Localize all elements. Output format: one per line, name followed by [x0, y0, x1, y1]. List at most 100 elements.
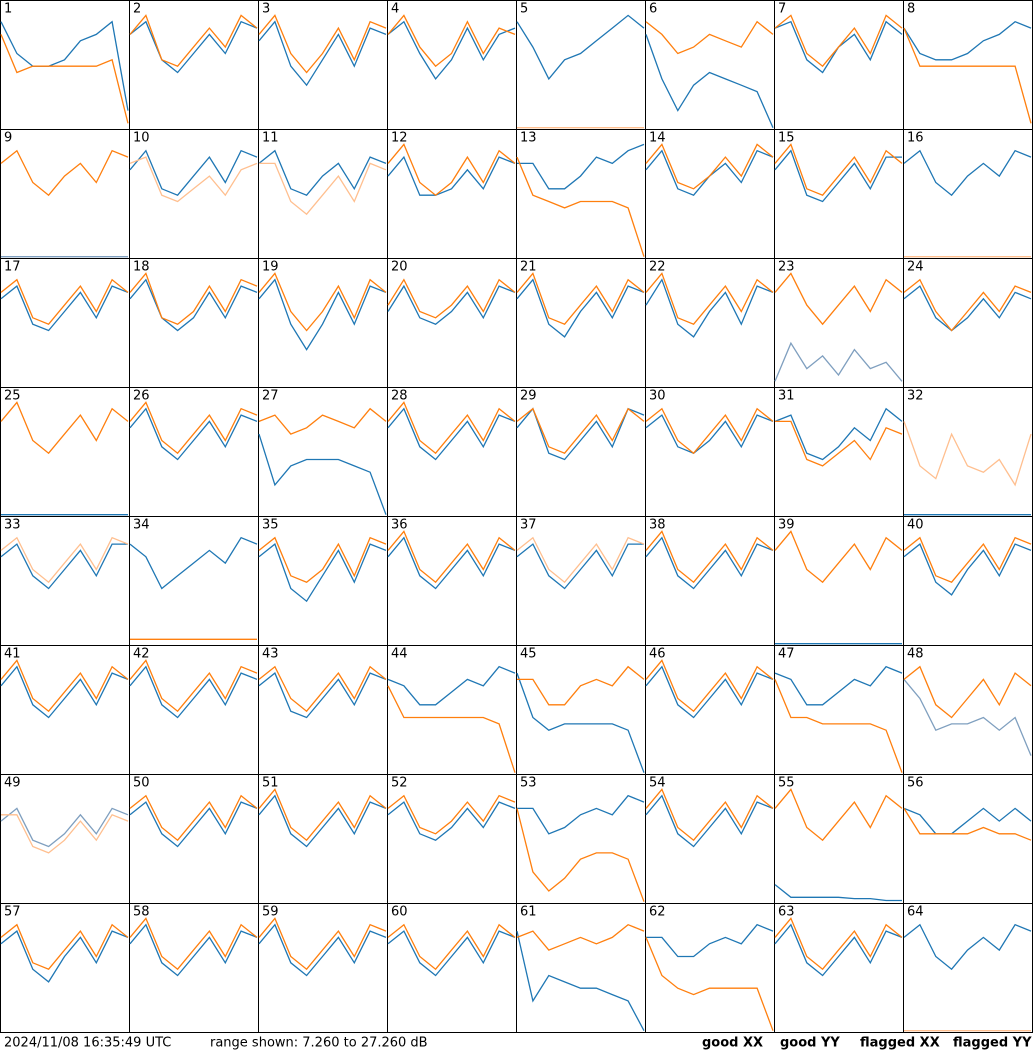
xx-trace	[903, 678, 1032, 756]
yy-trace	[258, 665, 387, 713]
timestamp: 2024/11/08 16:35:49 UTC	[4, 1036, 171, 1051]
xx-trace	[0, 285, 129, 332]
panel-label: 13	[520, 131, 537, 146]
xx-trace	[903, 149, 1032, 197]
panel-label: 42	[133, 647, 150, 662]
yy-trace	[903, 278, 1032, 332]
yy-trace	[517, 665, 645, 706]
yy-trace	[258, 272, 387, 332]
yy-trace	[645, 143, 774, 190]
panel-label: 20	[391, 260, 408, 275]
xx-trace	[0, 543, 128, 590]
yy-trace	[0, 536, 129, 584]
yy-trace	[0, 923, 129, 970]
xx-trace	[0, 930, 129, 983]
xx-trace	[387, 155, 516, 196]
panel-label: 39	[778, 518, 795, 533]
yy-trace	[774, 272, 903, 326]
panel-label: 62	[649, 905, 666, 920]
yy-trace	[387, 278, 516, 319]
yy-trace	[516, 272, 645, 325]
yy-trace	[387, 923, 516, 971]
yy-trace	[516, 808, 645, 902]
xx-trace	[517, 794, 645, 835]
xx-trace	[0, 665, 129, 719]
yy-trace	[516, 407, 645, 454]
xx-trace	[0, 807, 129, 848]
panel-label: 47	[778, 647, 795, 662]
xx-trace	[516, 278, 645, 338]
panel-label: 21	[520, 260, 537, 275]
yy-trace	[0, 401, 129, 455]
legend-entry: flagged XX	[860, 1036, 940, 1051]
panel-label: 40	[907, 518, 924, 533]
panel-label: 33	[4, 518, 21, 533]
xx-trace	[129, 149, 258, 196]
panel-label: 38	[649, 518, 666, 533]
panel-label: 31	[778, 389, 795, 404]
xx-trace	[387, 665, 516, 706]
xx-trace	[258, 672, 387, 719]
xx-trace	[516, 930, 645, 1032]
panel-label: 22	[649, 260, 666, 275]
panel-label: 16	[907, 131, 924, 146]
panel-label: 25	[4, 389, 21, 404]
yy-trace	[258, 14, 387, 74]
panel-label: 14	[649, 131, 666, 146]
panel-label: 52	[391, 776, 408, 791]
yy-trace	[387, 14, 516, 68]
yy-trace	[903, 27, 1032, 124]
yy-trace	[516, 923, 645, 951]
yy-trace	[387, 794, 516, 835]
xx-trace	[387, 20, 516, 81]
xx-trace	[0, 20, 129, 111]
xx-trace	[258, 433, 387, 515]
xx-trace	[646, 923, 774, 958]
xx-trace	[645, 34, 774, 128]
panel-label: 12	[391, 131, 408, 146]
yy-trace	[903, 536, 1032, 583]
yy-trace	[129, 272, 258, 325]
xx-trace	[258, 543, 387, 603]
xx-trace	[129, 801, 258, 848]
yy-trace	[516, 156, 645, 257]
xx-trace	[129, 20, 258, 74]
panel-label: 27	[262, 389, 279, 404]
yy-trace	[774, 788, 903, 842]
yy-trace	[129, 14, 258, 67]
yy-trace	[387, 530, 516, 584]
panel-label: 5	[520, 2, 528, 17]
panel-label: 48	[907, 647, 924, 662]
yy-trace	[645, 272, 774, 325]
panel-label: 18	[133, 260, 150, 275]
panel-label: 36	[391, 518, 408, 533]
panel-label: 51	[262, 776, 279, 791]
yy-trace	[774, 530, 903, 584]
panel-label: 23	[778, 260, 795, 275]
yy-trace	[0, 278, 129, 325]
xx-trace	[645, 794, 774, 848]
xx-trace	[774, 665, 903, 706]
panel-label: 41	[4, 647, 21, 662]
yy-trace	[774, 917, 903, 971]
xx-trace	[645, 536, 774, 590]
panel-label: 57	[4, 905, 21, 920]
panel-label: 37	[520, 518, 537, 533]
yy-trace	[774, 679, 903, 773]
yy-trace	[258, 407, 387, 435]
panel-label: 3	[262, 2, 270, 17]
panel-label: 35	[262, 518, 279, 533]
panel-label: 58	[133, 905, 150, 920]
yy-trace	[903, 421, 1032, 487]
xx-trace	[774, 341, 903, 382]
xx-trace	[774, 407, 903, 461]
yy-trace	[387, 685, 516, 773]
panel-label: 9	[4, 131, 12, 146]
yy-trace	[258, 536, 387, 583]
yy-trace	[129, 156, 258, 203]
xx-trace	[258, 149, 387, 196]
panel-label: 60	[391, 905, 408, 920]
xx-trace	[645, 278, 774, 338]
xx-trace	[387, 407, 516, 461]
